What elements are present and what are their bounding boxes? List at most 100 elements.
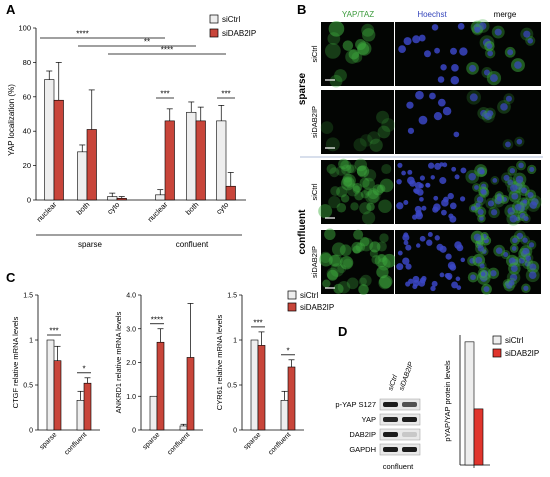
panel-c-bar-0-dab-0 — [53, 360, 62, 431]
cell-nucleus — [450, 47, 457, 55]
cell-yap — [365, 190, 379, 204]
cell-yap — [328, 196, 341, 209]
cell-nucleus — [446, 275, 452, 280]
cell-yap — [318, 204, 333, 219]
cell-yap — [341, 164, 352, 175]
cell-nucleus — [405, 244, 412, 251]
panel-c-ytick-label: 1 — [233, 338, 237, 345]
cell-nucleus — [439, 177, 447, 185]
panel-a-sig-label: **** — [76, 30, 88, 39]
cell-nucleus — [528, 242, 535, 248]
panel-a-ytick-label: 80 — [23, 58, 31, 67]
cell-nucleus — [529, 263, 537, 271]
panel-a-bar-ctrl-3 — [155, 194, 166, 201]
cell-nucleus — [407, 169, 413, 175]
panel-a-sig-label: *** — [221, 90, 230, 99]
cell-nucleus — [511, 192, 519, 200]
legend-label-dab: siDAB2IP — [222, 29, 256, 38]
cell-nucleus — [434, 235, 440, 241]
western-band-2-lane-0 — [383, 432, 398, 437]
cell-yap — [347, 164, 357, 174]
condition-label-sparse: sparse — [297, 72, 308, 105]
panel-c-xtick-label: sparse — [142, 431, 162, 451]
cell-yap — [339, 244, 352, 257]
panel-c-ytick-label: 0 — [132, 428, 136, 435]
cell-yap — [379, 178, 394, 193]
western-band-3-lane-1 — [402, 447, 417, 452]
col-header-merge: merge — [494, 10, 517, 19]
cell-yap — [336, 202, 347, 213]
panel-c-ytick-label: 1 — [29, 338, 33, 345]
cell-yap — [334, 69, 347, 82]
cell-yap — [340, 160, 352, 172]
cell-nucleus — [514, 203, 522, 211]
cell-nucleus — [425, 182, 431, 188]
cell-nucleus — [468, 172, 476, 181]
cell-yap — [361, 23, 375, 37]
cell-nucleus — [402, 257, 410, 265]
panel-c-bar-2-dab-1 — [287, 366, 296, 431]
cell-nucleus — [524, 260, 531, 267]
panel-c-sig-label: **** — [151, 315, 163, 324]
micro-tile-r2-c1 — [395, 160, 468, 224]
panel-a-ytick-label: 0 — [27, 196, 31, 205]
group-label-confluent: confluent — [176, 240, 209, 249]
cell-nucleus — [431, 280, 438, 287]
panel-c-xtick-label: sparse — [39, 431, 59, 451]
cell-nucleus — [434, 162, 442, 170]
panel-a-xtick-label-2: cyto — [105, 200, 121, 216]
cell-nucleus — [449, 263, 457, 271]
panel-a-chart: YAP localization (%) 0 20 40 60 80 100 nuclea… — [7, 14, 256, 249]
cell-yap — [322, 279, 331, 288]
cell-nucleus — [432, 206, 439, 213]
panel-a-bar-dab-4 — [195, 120, 206, 201]
cell-yap — [337, 280, 351, 294]
cell-yap — [354, 158, 368, 172]
legend-d-label-ctrl: siCtrl — [505, 336, 523, 345]
legend-c-label-dab: siDAB2IP — [300, 303, 334, 312]
group-label-sparse: sparse — [78, 240, 103, 249]
cell-nucleus — [424, 50, 431, 58]
cell-nucleus — [477, 208, 484, 215]
cell-nucleus — [406, 101, 414, 109]
cell-yap — [382, 253, 397, 268]
cell-nucleus — [457, 23, 465, 30]
micro-tile-r1-c1 — [395, 90, 468, 154]
micro-row-label-3: siDAB2IP — [310, 246, 319, 278]
cell-nucleus — [460, 167, 467, 174]
cell-nucleus — [507, 179, 514, 186]
cell-yap — [333, 283, 344, 294]
panel-c-xtick-label: sparse — [243, 431, 263, 451]
micro-row-label-0: siCtrl — [310, 45, 319, 62]
cell-nucleus — [449, 215, 457, 223]
cell-nucleus — [403, 240, 409, 246]
panel-c-ylabel-1: ANKRD1 relative mRNA levels — [114, 311, 123, 413]
western-band-label-2: DAB2IP — [349, 430, 376, 439]
cell-nucleus — [427, 232, 433, 238]
panel-label-d: D — [338, 324, 347, 339]
cell-nucleus — [437, 76, 445, 83]
panel-c-bar-0-ctrl-1 — [76, 399, 85, 431]
panel-label-c: C — [6, 270, 16, 285]
panel-a-bar-dab-1 — [86, 129, 97, 201]
western-band-bg-0 — [379, 398, 421, 411]
cell-nucleus — [405, 263, 412, 270]
cell-nucleus — [509, 214, 518, 223]
cell-nucleus — [407, 127, 415, 134]
cell-yap — [338, 158, 349, 170]
cell-nucleus — [478, 22, 487, 30]
panel-a-ylabel: YAP localization (%) — [7, 84, 16, 156]
cell-yap — [340, 194, 350, 203]
panel-a-xtick-label-0: nuclear — [35, 200, 59, 224]
cell-nucleus — [505, 95, 512, 102]
cell-nucleus — [419, 235, 426, 242]
legend-d-label-dab: siDAB2IP — [505, 349, 539, 358]
cell-yap — [359, 237, 374, 252]
cell-nucleus — [421, 205, 427, 211]
panel-c-ytick-label: 1.5 — [227, 293, 237, 300]
panel-d-bar-ctrl — [464, 341, 475, 466]
panel-c-bar-1-dab-1 — [186, 357, 195, 431]
panel-a-bar-ctrl-2 — [107, 196, 118, 201]
cell-nucleus — [521, 187, 528, 194]
cell-nucleus — [442, 106, 452, 116]
